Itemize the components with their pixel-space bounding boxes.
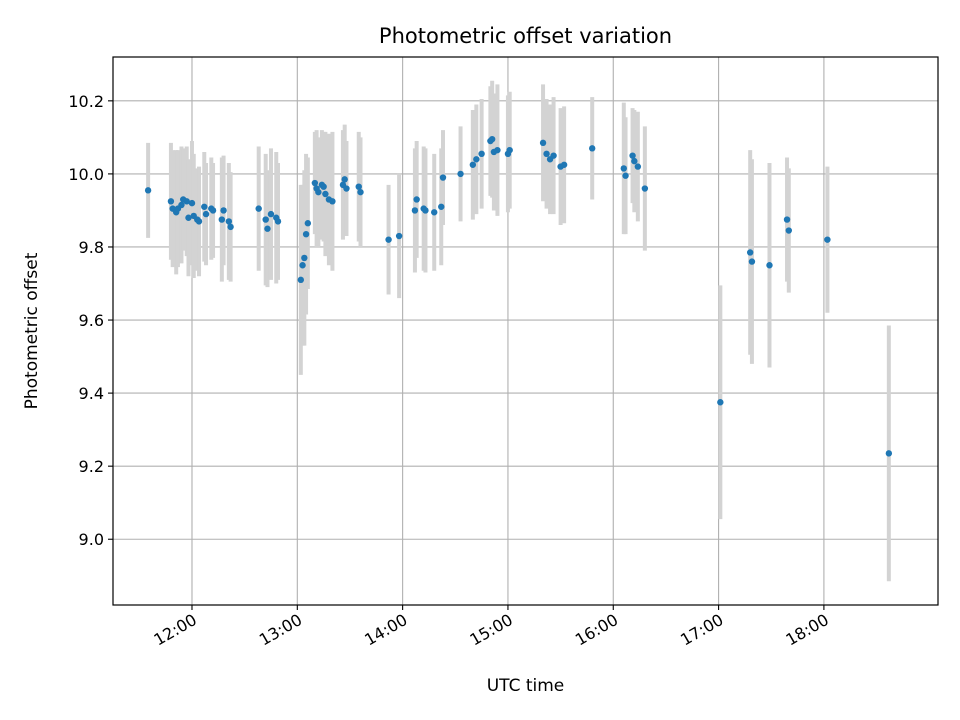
data-point (717, 399, 724, 406)
data-point (413, 196, 420, 203)
data-point (304, 220, 312, 227)
data-point (202, 210, 210, 218)
data-point (167, 198, 175, 205)
data-point (185, 214, 192, 221)
data-point (311, 179, 319, 187)
data-point (201, 203, 208, 210)
data-point (748, 258, 756, 265)
data-point (783, 216, 791, 223)
data-point (431, 209, 438, 216)
data-point (355, 183, 362, 190)
data-point (620, 165, 627, 172)
data-point (255, 205, 262, 212)
y-tick-label: 9.0 (79, 530, 104, 549)
plot-frame (112, 56, 939, 606)
data-point (395, 232, 403, 240)
y-tick-label: 9.4 (79, 384, 104, 403)
data-point (411, 207, 419, 214)
data-point (320, 183, 327, 190)
data-point (220, 207, 227, 214)
data-point (543, 150, 550, 158)
data-point (469, 161, 477, 168)
data-point (274, 218, 282, 225)
data-point (178, 201, 185, 209)
data-point (488, 136, 496, 143)
data-point (267, 210, 275, 218)
data-point (422, 207, 429, 214)
data-points (144, 136, 893, 457)
data-point (824, 236, 831, 243)
data-point (539, 139, 547, 147)
data-point (885, 450, 893, 457)
data-point (766, 262, 773, 269)
data-point (343, 185, 350, 192)
data-point (302, 230, 310, 238)
y-tick-label: 9.6 (79, 311, 104, 330)
data-point (560, 161, 568, 168)
data-point (385, 236, 392, 243)
y-tick-label: 9.2 (79, 457, 104, 476)
data-point (188, 199, 196, 207)
data-point (478, 150, 485, 158)
y-axis-label: Photometric offset (22, 252, 42, 409)
data-point (589, 145, 596, 152)
data-point (262, 216, 269, 223)
data-point (144, 187, 152, 194)
data-point (634, 163, 642, 170)
data-point (301, 254, 308, 262)
x-axis-label: UTC time (487, 676, 565, 696)
data-point (315, 188, 322, 196)
data-point (785, 227, 792, 234)
y-tick-label: 9.8 (79, 238, 104, 257)
data-point (297, 276, 305, 284)
data-point (629, 152, 636, 159)
data-point (357, 188, 364, 196)
data-point (550, 152, 557, 159)
data-point (322, 190, 329, 198)
chart-title: Photometric offset variation (379, 24, 672, 48)
data-point (195, 218, 203, 225)
data-point (299, 262, 306, 269)
data-point (473, 156, 480, 163)
y-tick-label: 10.0 (68, 165, 104, 184)
data-point (329, 198, 336, 205)
data-point (183, 198, 190, 205)
y-tick-label: 10.2 (68, 92, 104, 111)
data-point (218, 216, 226, 223)
data-point (631, 157, 638, 165)
data-point (457, 170, 464, 178)
data-point (225, 218, 233, 225)
data-point (209, 207, 217, 214)
data-point (264, 225, 271, 232)
data-point (341, 176, 348, 183)
grid-lines (113, 57, 938, 605)
data-point (622, 172, 629, 179)
data-point (746, 249, 754, 256)
data-point (641, 185, 649, 192)
data-point (506, 146, 513, 154)
data-point (494, 146, 501, 154)
data-point (439, 174, 447, 181)
data-point (438, 203, 445, 210)
data-point (227, 223, 234, 231)
